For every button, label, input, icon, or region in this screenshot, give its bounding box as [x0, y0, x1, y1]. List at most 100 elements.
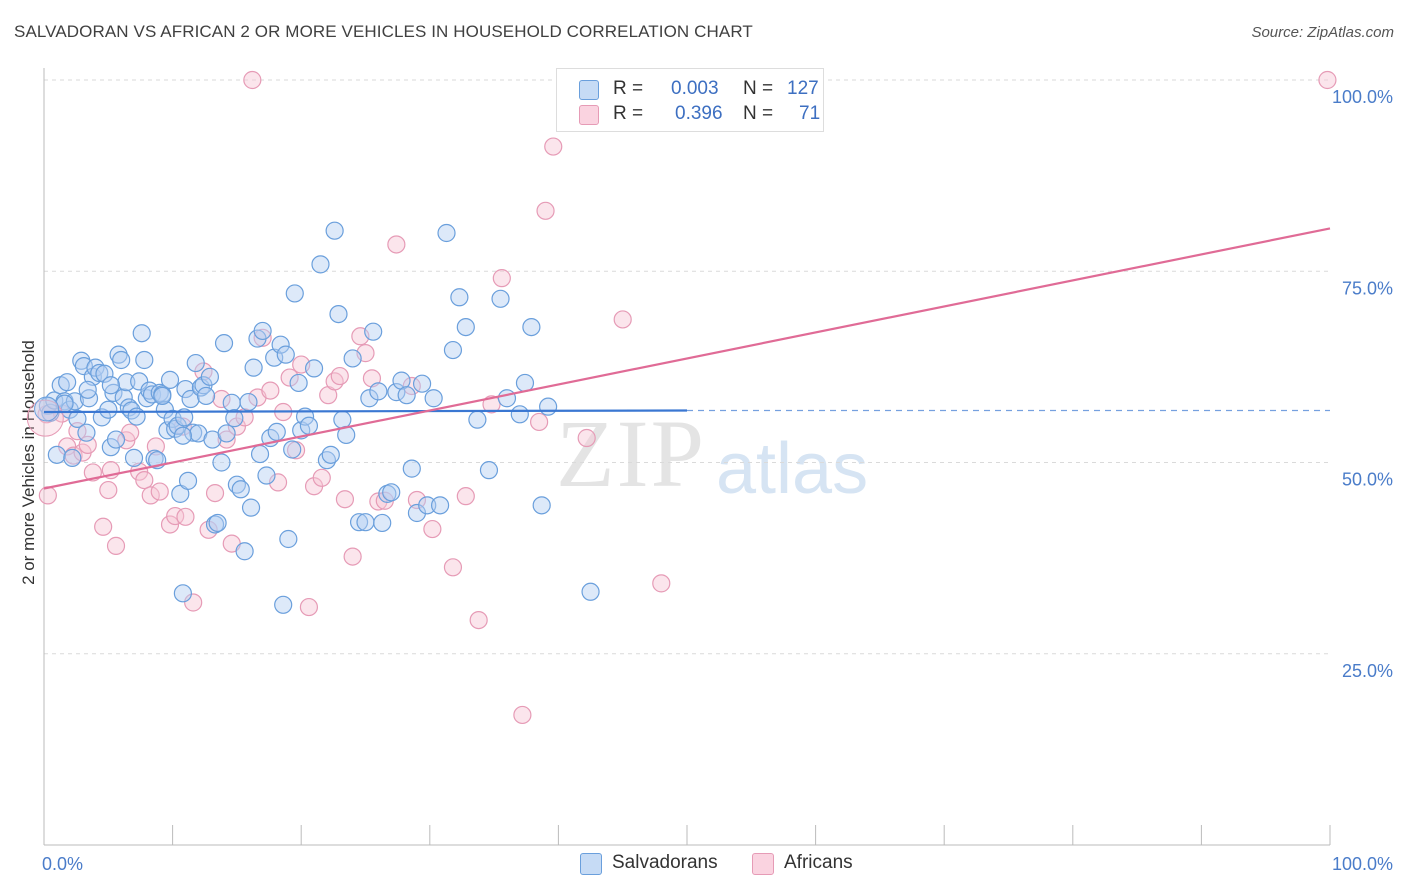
- data-point-africans: [217, 430, 236, 449]
- data-point-salvadorans: [130, 372, 149, 391]
- data-point-salvadorans: [522, 317, 541, 337]
- data-point-salvadorans: [106, 430, 126, 449]
- data-point-africans: [253, 328, 272, 347]
- data-point-salvadorans: [160, 370, 180, 389]
- data-point-africans: [135, 470, 154, 490]
- data-point-salvadorans: [418, 496, 437, 515]
- data-point-salvadorans: [250, 444, 270, 464]
- watermark-zip: ZIP: [556, 400, 706, 507]
- data-point-salvadorans: [311, 255, 330, 274]
- data-point-africans: [150, 482, 169, 501]
- data-point-salvadorans: [497, 389, 517, 408]
- data-point-salvadorans: [153, 386, 172, 406]
- data-point-salvadorans: [539, 397, 558, 416]
- data-point-salvadorans: [117, 373, 136, 392]
- data-point-salvadorans: [443, 340, 463, 360]
- data-point-africans: [544, 137, 563, 156]
- bottom-legend-swatch-africans: [752, 853, 774, 875]
- legend-n-label: N =: [743, 103, 774, 124]
- y-tick-label: 75.0%: [1342, 278, 1393, 298]
- data-point-salvadorans: [132, 324, 151, 343]
- data-point-salvadorans: [304, 359, 324, 378]
- data-point-salvadorans: [424, 389, 443, 408]
- data-point-salvadorans: [349, 513, 369, 532]
- data-point-salvadorans: [235, 542, 254, 561]
- data-point-salvadorans: [101, 376, 120, 395]
- data-point-salvadorans: [510, 405, 529, 424]
- y-axis-label: 2 or more Vehicles in Household: [19, 340, 38, 585]
- data-point-salvadorans: [225, 409, 244, 428]
- data-point-africans: [312, 468, 331, 487]
- data-point-salvadorans: [173, 584, 192, 603]
- data-point-salvadorans: [515, 373, 535, 393]
- data-point-salvadorans: [208, 513, 227, 533]
- data-point-salvadorans: [68, 409, 87, 428]
- data-point-salvadorans: [241, 498, 261, 517]
- data-point-salvadorans: [186, 353, 205, 373]
- data-point-salvadorans: [468, 410, 487, 429]
- data-point-salvadorans: [325, 221, 344, 240]
- data-point-salvadorans: [78, 380, 97, 399]
- legend-r-label: R =: [613, 78, 644, 99]
- chart-title: SALVADORAN VS AFRICAN 2 OR MORE VEHICLES…: [14, 22, 753, 41]
- x-tick-label: 0.0%: [42, 854, 83, 874]
- data-point-salvadorans: [321, 445, 340, 464]
- data-point-africans: [1318, 70, 1337, 90]
- data-point-africans: [513, 705, 532, 725]
- legend-n-label: N =: [743, 78, 774, 99]
- bottom-legend-label-salvadorans: Salvadorans: [612, 852, 718, 873]
- y-tick-label: 50.0%: [1342, 470, 1393, 490]
- data-point-salvadorans: [437, 223, 456, 243]
- bottom-legend-label-africans: Africans: [784, 852, 853, 873]
- data-point-salvadorans: [329, 304, 348, 324]
- legend-swatch-africans: [579, 105, 599, 125]
- data-point-africans: [482, 395, 501, 414]
- y-tick-label: 100.0%: [1332, 87, 1393, 107]
- data-point-salvadorans: [127, 407, 146, 426]
- data-point-africans: [456, 487, 475, 506]
- data-point-africans: [38, 486, 57, 505]
- data-point-salvadorans: [253, 321, 272, 341]
- data-point-salvadorans: [279, 529, 298, 549]
- data-point-salvadorans: [175, 408, 194, 427]
- data-point-africans: [94, 517, 113, 536]
- data-point-africans: [443, 558, 463, 577]
- data-point-salvadorans: [333, 410, 352, 429]
- data-point-salvadorans: [382, 483, 401, 502]
- x-tick-label: 100.0%: [1332, 854, 1393, 874]
- data-point-salvadorans: [77, 423, 96, 442]
- data-point-africans: [243, 70, 262, 90]
- data-point-africans: [235, 408, 254, 427]
- data-point-salvadorans: [124, 448, 144, 468]
- data-point-africans: [492, 269, 511, 288]
- data-point-salvadorans: [95, 364, 114, 383]
- data-point-africans: [261, 381, 280, 400]
- data-point-africans: [469, 610, 488, 630]
- data-point-salvadorans: [99, 400, 118, 419]
- data-point-salvadorans: [356, 513, 375, 532]
- data-point-salvadorans: [267, 422, 286, 441]
- legend-r-value-africans: 0.396: [675, 103, 723, 124]
- data-point-africans: [335, 490, 355, 509]
- y-tick-label: 25.0%: [1342, 661, 1393, 681]
- data-point-salvadorans: [299, 416, 319, 435]
- data-point-africans: [166, 506, 185, 526]
- data-point-salvadorans: [373, 513, 392, 533]
- data-point-salvadorans: [289, 373, 308, 393]
- legend-r-value-salvadorans: 0.003: [671, 78, 719, 99]
- data-point-africans: [212, 389, 231, 409]
- data-point-africans: [280, 368, 299, 387]
- correlation-legend: R = 0.003 N = 127 R = 0.396 N = 71: [556, 68, 824, 132]
- data-point-africans: [268, 473, 288, 492]
- data-point-africans-large: [26, 399, 64, 437]
- data-point-salvadorans: [274, 595, 293, 614]
- data-point-africans: [613, 310, 632, 329]
- data-point-salvadorans: [212, 453, 231, 472]
- data-point-africans: [343, 547, 362, 566]
- data-point-africans: [423, 519, 442, 539]
- data-point-africans: [99, 480, 118, 500]
- data-point-africans: [530, 412, 549, 432]
- data-point-salvadorans: [364, 322, 383, 341]
- data-point-salvadorans: [155, 400, 174, 419]
